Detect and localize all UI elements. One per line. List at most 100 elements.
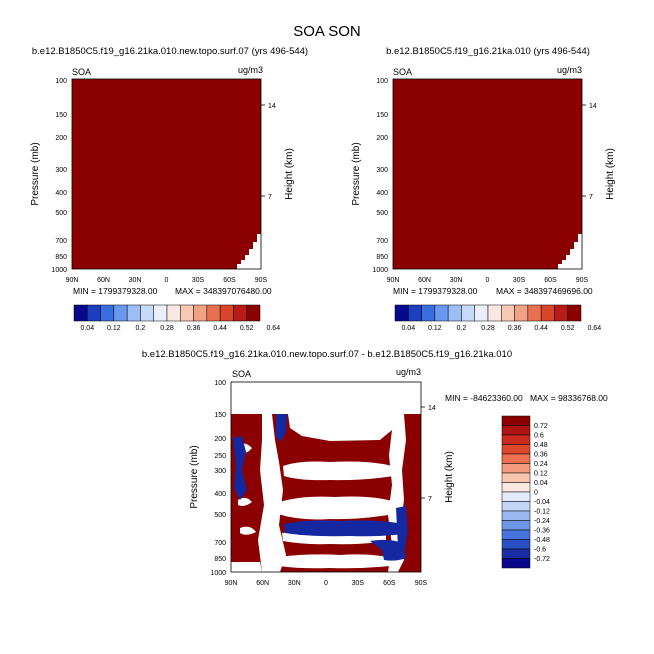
panel-2-max-label: MAX = 348397469696.00 <box>496 286 593 296</box>
panel-2-ytick-700: 700 <box>376 238 388 245</box>
panel-2-ylabel-right: Height (km) <box>605 148 616 200</box>
colorbar-panel-1-label: 0.64 <box>266 325 280 332</box>
colorbar-panel-2-swatch <box>554 304 568 322</box>
colorbar-difference-swatch <box>501 425 531 436</box>
colorbar-panel-1-swatch <box>233 304 247 322</box>
panel-1-ytick-500: 500 <box>55 210 67 217</box>
colorbar-panel-2-swatch <box>540 304 555 322</box>
panel-3-negative-left <box>233 436 247 500</box>
panel-2-variable: SOA <box>393 67 412 77</box>
panel-1-units: ug/m3 <box>238 65 263 75</box>
colorbar-difference-swatch <box>501 444 531 455</box>
colorbar-difference-swatch <box>501 463 531 474</box>
panel-1-y-ticks-right: 14 7 <box>261 103 276 201</box>
figure-title: SOA SON <box>293 23 361 40</box>
colorbar-difference-label: 0.36 <box>534 452 548 459</box>
colorbar-difference-swatch <box>501 558 531 569</box>
panel-3-ylabel-right: Height (km) <box>444 451 455 503</box>
panel-1-ytick-right-7: 7 <box>268 194 272 201</box>
panel-3-min-label: MIN = -84623360.00 <box>445 393 523 403</box>
colorbar-panel-2-swatch <box>514 304 529 322</box>
panel-3-white-band-2 <box>276 496 394 520</box>
panel-3-xtick-60s: 60S <box>383 580 396 587</box>
panel-3-ytick-400: 400 <box>214 491 226 498</box>
panel-2-title: b.e12.B1850C5.f19_g16.21ka.010 (yrs 496-… <box>386 46 590 57</box>
colorbar-difference-label: 0.24 <box>534 461 548 468</box>
panel-2-ytick-100: 100 <box>376 78 388 85</box>
panel-2-ytick-150: 150 <box>376 112 388 119</box>
panel-2-y-ticks: 100 150 200 300 400 500 700 850 1000 <box>372 78 388 274</box>
colorbar-difference-swatch <box>501 539 531 550</box>
colorbar-panel-1-label: 0.28 <box>160 325 174 332</box>
panel-3-white-gap-left <box>258 414 286 572</box>
panel-3-white-gap-upper-band <box>288 414 396 441</box>
panel-2-units: ug/m3 <box>557 65 582 75</box>
colorbar-difference: 0.72 0.6 0.48 0.36 0.24 0.12 0.04 0 -0.04 -0.12 -0… <box>501 415 550 569</box>
panel-3-ytick-right-14: 14 <box>428 405 436 412</box>
panel-2-plot-area <box>393 79 582 269</box>
colorbar-panel-1-label: 0.52 <box>240 325 254 332</box>
colorbar-difference-swatch <box>501 520 531 531</box>
panel-1-frame <box>71 78 262 270</box>
panel-2-ytick-500: 500 <box>376 210 388 217</box>
panel-1-xtick-90s: 90S <box>255 277 268 284</box>
panel-2-ytick-850: 850 <box>376 254 388 261</box>
panel-1-max-label: MAX = 348397076480.00 <box>175 286 272 296</box>
panel-1-ytick-700: 700 <box>55 238 67 245</box>
panel-3-ytick-250: 250 <box>214 453 226 460</box>
panel-2-ytick-right-7: 7 <box>589 194 593 201</box>
colorbar-panel-2-label: 0.12 <box>428 325 442 332</box>
panel-3-negative-band <box>284 520 404 537</box>
colorbar-panel-2-swatch <box>434 304 449 322</box>
colorbar-panel-2-label: 0.64 <box>587 325 601 332</box>
colorbar-panel-1-label: 0.04 <box>80 325 94 332</box>
panel-1-xtick-90n: 90N <box>66 277 79 284</box>
colorbar-panel-2-label: 0.36 <box>508 325 522 332</box>
colorbar-panel-2-swatch <box>567 304 582 322</box>
panel-1-plot-area <box>72 79 261 269</box>
panel-3-negative-right <box>396 506 408 556</box>
colorbar-difference-swatch <box>501 482 531 493</box>
panel-3-xtick-90s: 90S <box>415 580 428 587</box>
panel-2-xtick-30s: 30S <box>513 277 526 284</box>
colorbar-difference-label: 0 <box>534 490 538 497</box>
colorbar-difference-swatch <box>501 510 531 521</box>
colorbar-difference-label: 0.12 <box>534 471 548 478</box>
panel-3-white-surface <box>231 562 262 572</box>
colorbar-panel-2-label: 0.2 <box>457 325 467 332</box>
colorbar-panel-2-swatch <box>527 304 542 322</box>
panel-3-xtick-90n: 90N <box>225 580 238 587</box>
panel-2-xtick-90n: 90N <box>387 277 400 284</box>
panel-3-frame <box>230 381 422 573</box>
panel-1-title: b.e12.B1850C5.f19_g16.21ka.010.new.topo.… <box>32 46 308 57</box>
colorbar-difference-label: 0.48 <box>534 442 548 449</box>
colorbar-panel-2-swatch <box>408 304 422 322</box>
panel-1-ytick-100: 100 <box>55 78 67 85</box>
panel-1-y-ticks: 100 150 200 300 400 500 700 850 1000 <box>51 78 67 274</box>
colorbar-panel-2-swatch <box>421 304 436 322</box>
panel-3-units: ug/m3 <box>396 367 421 377</box>
colorbar-difference-label: -0.6 <box>534 547 546 554</box>
panel-3-ytick-right-7: 7 <box>428 496 432 503</box>
colorbar-panel-1-swatch <box>126 304 141 322</box>
panel-2-ytick-200: 200 <box>376 135 388 142</box>
panel-1-ytick-300: 300 <box>55 167 67 174</box>
colorbar-difference-swatch <box>501 453 531 464</box>
panel-1-ylabel: Pressure (mb) <box>30 142 41 205</box>
panel-3-ytick-700: 700 <box>214 540 226 547</box>
panel-3-y-ticks-right: 14 7 <box>421 405 436 503</box>
panel-2-ytick-right-14: 14 <box>589 103 597 110</box>
colorbar-panel-1-label: 0.44 <box>213 325 227 332</box>
panel-2-xtick-30n: 30N <box>450 277 463 284</box>
colorbar-panel-2-swatch <box>501 304 515 322</box>
panel-3-upper-blank <box>231 382 421 414</box>
colorbar-panel-2-label: 0.44 <box>534 325 548 332</box>
colorbar-panel-1-swatch <box>113 304 128 322</box>
panel-3-ytick-1000: 1000 <box>210 570 226 577</box>
colorbar-difference-label: -0.48 <box>534 537 550 544</box>
colorbar-panel-1: 0.04 0.12 0.2 0.28 0.36 0.44 0.52 0.64 <box>73 304 280 332</box>
colorbar-panel-2-swatch <box>447 304 462 322</box>
colorbar-panel-1-label: 0.12 <box>107 325 121 332</box>
panel-3-ylabel: Pressure (mb) <box>189 445 200 508</box>
